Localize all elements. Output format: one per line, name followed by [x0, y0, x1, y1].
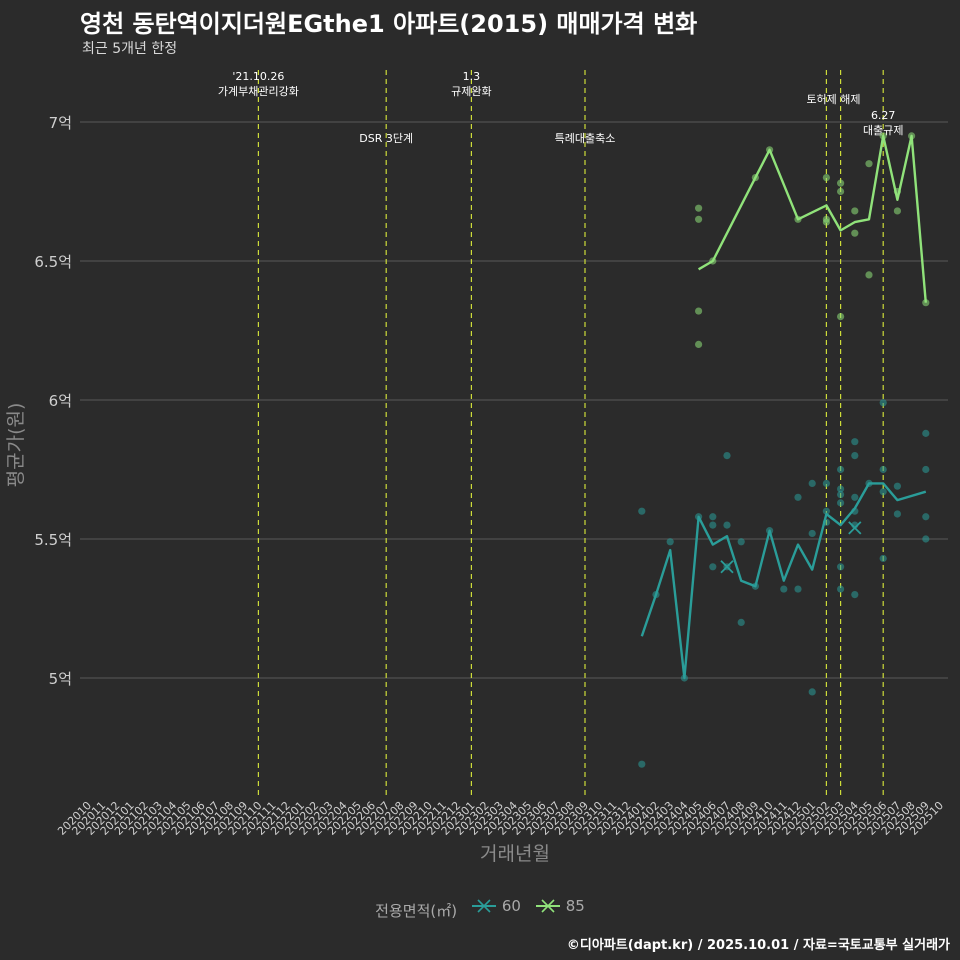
source-caption: ©디아파트(dapt.kr) / 2025.10.01 / 자료=국토교통부 실… [566, 938, 950, 953]
legend-label-85: 85 [565, 897, 585, 915]
data-point-85 [695, 215, 703, 223]
data-point-85 [837, 313, 845, 321]
y-tick-label: 5억 [49, 670, 72, 688]
data-point-60 [737, 618, 745, 627]
data-point-85 [922, 299, 930, 307]
series-line-85 [697, 134, 927, 303]
axis-layer: 5억5.5억6억6.5억7억20201020201120201220210120… [34, 114, 946, 838]
data-point-85 [695, 204, 703, 212]
chart-title: 영천 동탄역이지더원EGthe1 아파트(2015) 매매가격 변화 [80, 10, 698, 38]
data-point-60 [723, 521, 731, 529]
data-point-85 [865, 160, 873, 168]
legend: 전용면적(㎡) 60 85 [0, 896, 960, 921]
data-point-60 [794, 585, 802, 593]
event-label: 토허제 해제 [806, 92, 860, 106]
data-point-60 [837, 585, 845, 593]
data-point-60 [837, 490, 845, 499]
event-label: 대출규제 [863, 124, 903, 137]
data-point-60 [822, 479, 831, 487]
legend-key-60-icon [471, 899, 496, 913]
data-point-60 [922, 429, 930, 437]
data-point-85 [837, 179, 845, 187]
y-tick-label: 6.5억 [34, 253, 72, 271]
data-point-60 [780, 585, 788, 593]
y-tick-label: 6억 [49, 392, 72, 410]
data-point-60 [851, 452, 859, 460]
data-point-60 [837, 485, 845, 493]
data-point-85 [822, 174, 831, 182]
data-point-85 [822, 218, 831, 226]
grid-layer [80, 121, 948, 679]
data-point-60 [808, 688, 816, 696]
data-point-85 [865, 271, 873, 279]
event-label: 규제완화 [451, 85, 491, 98]
chart-subtitle: 최근 5개년 한정 [82, 41, 178, 57]
data-point-85 [893, 207, 902, 215]
legend-title: 전용면적(㎡) [375, 902, 458, 920]
legend-key-85-icon [535, 899, 560, 913]
data-point-60 [879, 554, 887, 563]
cross-marker-60 [720, 560, 734, 574]
legend-entry-60: 60 [470, 896, 521, 916]
data-point-60 [709, 563, 717, 571]
data-point-60 [837, 465, 845, 474]
data-point-60 [737, 538, 745, 546]
data-point-60 [879, 399, 887, 407]
data-point-60 [837, 563, 845, 571]
data-point-60 [879, 488, 887, 496]
data-point-60 [893, 510, 902, 518]
y-tick-label: 5.5억 [34, 531, 72, 549]
data-point-60 [922, 513, 930, 521]
data-point-60 [709, 521, 717, 529]
event-label: '21.10.26 [232, 70, 284, 83]
data-point-60 [638, 760, 646, 768]
data-point-60 [893, 482, 902, 490]
data-point-60 [709, 513, 717, 521]
data-point-60 [922, 465, 930, 474]
data-point-60 [638, 507, 646, 515]
event-label: 6.27 [871, 109, 896, 122]
y-axis-title: 평균가(원) [5, 403, 27, 488]
data-point-60 [922, 535, 930, 543]
data-point-85 [695, 340, 703, 348]
data-point-85 [851, 207, 859, 215]
data-point-60 [837, 499, 845, 507]
y-tick-label: 7억 [49, 114, 72, 132]
series-line-60 [640, 482, 927, 680]
x-axis-title: 거래년월 [480, 843, 550, 865]
data-point-60 [808, 529, 816, 538]
event-label: 특례대출축소 [555, 132, 616, 145]
event-label: DSR 3단계 [359, 132, 413, 145]
data-point-60 [851, 493, 859, 501]
data-point-85 [695, 307, 703, 315]
event-label: 가계부채관리강화 [218, 85, 299, 98]
cross-marker-60 [848, 521, 862, 535]
data-point-60 [794, 493, 802, 501]
data-point-85 [837, 187, 845, 196]
data-point-60 [851, 591, 859, 599]
series-layer [638, 132, 930, 768]
data-point-60 [666, 538, 674, 546]
data-point-60 [808, 479, 816, 487]
event-label: 1.3 [463, 70, 481, 83]
legend-entry-85: 85 [534, 896, 585, 916]
data-point-85 [851, 229, 859, 237]
data-point-60 [879, 465, 887, 474]
legend-label-60: 60 [501, 897, 521, 915]
data-point-60 [822, 507, 831, 515]
data-point-60 [723, 452, 731, 460]
data-point-60 [851, 438, 859, 446]
